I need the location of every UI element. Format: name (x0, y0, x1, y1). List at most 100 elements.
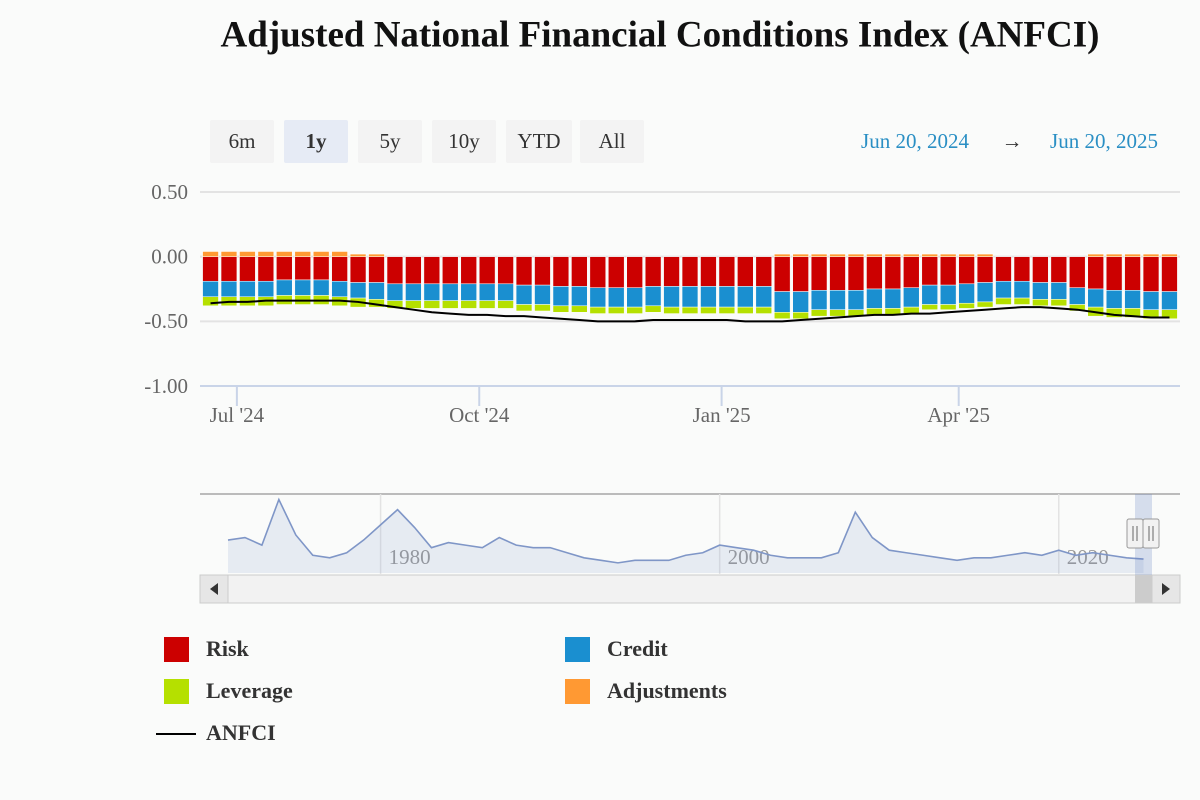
bar (313, 279, 330, 296)
bar (700, 286, 717, 308)
bar (921, 253, 938, 257)
bar (478, 256, 496, 285)
bar (755, 306, 772, 314)
range-button[interactable] (506, 120, 572, 163)
bar (737, 306, 754, 314)
legend-marker[interactable] (164, 637, 189, 662)
bar (884, 253, 902, 257)
legend-label[interactable]: ANFCI (206, 720, 276, 745)
bar (331, 256, 348, 282)
range-button-label[interactable]: All (599, 129, 626, 153)
bar (810, 256, 828, 291)
bar (276, 251, 293, 257)
bar (939, 253, 957, 257)
legend-marker[interactable] (164, 679, 189, 704)
legend-marker[interactable] (565, 679, 590, 704)
bar (1087, 256, 1104, 290)
bar (276, 279, 293, 296)
legend-label[interactable]: Credit (607, 636, 668, 661)
bar (958, 283, 975, 304)
range-button[interactable] (580, 120, 644, 163)
range-button[interactable] (210, 120, 274, 163)
legend-label[interactable]: Adjustments (607, 678, 727, 703)
bar (903, 287, 920, 308)
bar (552, 286, 570, 307)
bar (460, 283, 477, 301)
bar (866, 253, 883, 257)
bar (681, 256, 699, 287)
bar (257, 280, 275, 298)
range-button-label[interactable]: YTD (517, 129, 560, 153)
bar (995, 280, 1012, 299)
bar (755, 286, 772, 308)
bar (608, 287, 625, 308)
bar (958, 302, 975, 309)
range-button-label[interactable]: 6m (229, 129, 256, 153)
range-to: Jun 20, 2025 (1050, 129, 1158, 153)
bar (1161, 253, 1178, 257)
bar (442, 283, 459, 301)
bar (1105, 253, 1123, 257)
legend-label[interactable]: Risk (206, 636, 250, 661)
bar (571, 286, 588, 307)
range-button[interactable] (284, 120, 348, 163)
bar (774, 312, 791, 319)
bar (829, 256, 846, 291)
bar (386, 283, 404, 301)
bar (368, 253, 385, 257)
bar (626, 287, 643, 308)
range-button[interactable] (358, 120, 422, 163)
scrollbar-track (199, 574, 1181, 604)
bar (1032, 256, 1049, 283)
bar (257, 251, 275, 257)
bar (958, 256, 975, 285)
bar (903, 256, 920, 288)
bar (294, 251, 311, 257)
bar (1124, 256, 1141, 291)
y-tick-label: -1.00 (144, 374, 188, 398)
y-tick-label: 0.00 (151, 244, 188, 268)
bar (847, 290, 865, 310)
bar (939, 284, 957, 305)
bar (1161, 309, 1178, 319)
bar (589, 306, 606, 314)
x-tick-label: Oct '24 (449, 403, 510, 427)
bar (405, 256, 422, 285)
bar (1105, 290, 1123, 309)
bar (976, 256, 994, 283)
bar (976, 253, 994, 257)
bar (239, 256, 256, 282)
range-button-label[interactable]: 10y (448, 129, 480, 153)
bar (497, 283, 514, 301)
bar (1069, 287, 1086, 305)
range-selector: 6m 1y 5y 10y YTD All (210, 120, 644, 163)
navigator-handle[interactable] (1126, 518, 1144, 549)
legend-label[interactable]: Leverage (206, 678, 293, 703)
navigator-line (227, 497, 1144, 564)
bar (202, 296, 219, 307)
navigator-handle[interactable] (1142, 518, 1160, 549)
bar (515, 284, 533, 305)
bar (718, 256, 736, 287)
bar (1087, 253, 1104, 257)
range-button-label[interactable]: 1y (306, 129, 328, 153)
bar (534, 256, 551, 286)
bar (515, 304, 533, 312)
bar (202, 256, 219, 282)
bar (1142, 253, 1160, 257)
range-button-label[interactable]: 5y (380, 129, 402, 153)
bar (478, 283, 496, 301)
bar (515, 256, 533, 286)
bar (368, 256, 385, 283)
bar (644, 256, 662, 287)
bar (1161, 291, 1178, 310)
bar (939, 256, 957, 286)
bar (276, 256, 293, 281)
bar (534, 284, 551, 305)
bar (608, 256, 625, 288)
bar (1142, 256, 1160, 292)
range-button[interactable] (432, 120, 496, 163)
bar (331, 280, 348, 298)
legend-marker[interactable] (565, 637, 590, 662)
scrollbar-thumb[interactable] (1135, 575, 1152, 603)
